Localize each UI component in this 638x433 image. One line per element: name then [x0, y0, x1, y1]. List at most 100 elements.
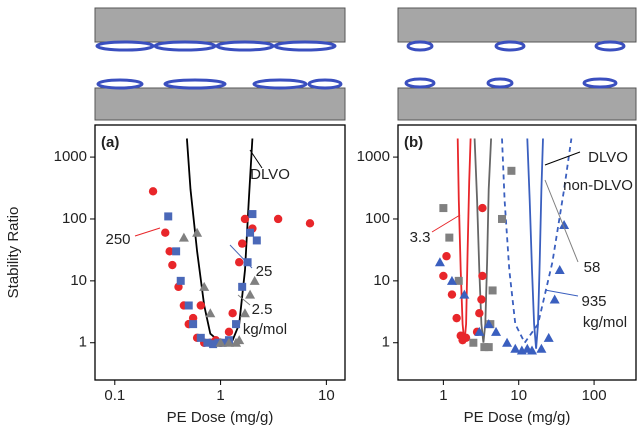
point	[215, 337, 226, 347]
annotation: kg/mol	[583, 314, 627, 331]
point	[554, 264, 565, 274]
y-tick-label: 1000	[357, 148, 390, 165]
y-tick-label: 1	[382, 334, 390, 351]
y-tick-label: 100	[62, 210, 87, 227]
point	[234, 335, 245, 345]
point	[480, 343, 489, 352]
point	[248, 210, 257, 219]
x-tick-label: 1	[216, 387, 224, 404]
point	[209, 340, 218, 349]
point	[240, 214, 250, 224]
point	[507, 166, 516, 175]
x-tick-label: 1	[439, 387, 447, 404]
point	[469, 338, 478, 347]
series-label: 250	[105, 231, 130, 248]
point	[452, 313, 461, 323]
y-tick-label: 10	[373, 272, 390, 289]
series-label: 3.3	[410, 229, 431, 246]
point	[246, 228, 255, 237]
illustration-a	[94, 7, 346, 121]
leader-line	[237, 294, 251, 306]
point	[168, 260, 177, 270]
y-tick-label: 1000	[54, 148, 87, 165]
plot-frame	[94, 124, 346, 381]
annotation: kg/mol	[243, 321, 287, 338]
point	[176, 276, 185, 285]
x-tick-label: 0.1	[104, 387, 125, 404]
point	[189, 320, 198, 329]
point	[454, 276, 463, 285]
point	[196, 333, 205, 342]
illustration-b	[397, 7, 637, 121]
point	[239, 308, 250, 318]
point	[502, 337, 513, 347]
plot-area	[148, 138, 315, 349]
plot-frame	[397, 124, 637, 381]
point	[252, 236, 261, 245]
series-label: 935	[581, 293, 606, 310]
x-tick-label: 10	[510, 387, 527, 404]
point	[273, 214, 283, 224]
point	[232, 320, 241, 329]
leader-line	[249, 149, 263, 169]
point	[478, 271, 487, 281]
point	[245, 289, 256, 299]
point	[475, 309, 484, 318]
point	[536, 343, 547, 353]
point	[442, 252, 451, 261]
leader-line	[544, 179, 579, 263]
curve	[473, 138, 492, 343]
point	[165, 247, 174, 256]
point	[164, 212, 173, 221]
point	[249, 275, 260, 285]
point	[526, 345, 537, 355]
point	[459, 289, 470, 299]
curve	[526, 138, 544, 349]
panel-label: (a)	[101, 134, 119, 151]
leader-line	[134, 227, 161, 237]
point	[439, 204, 448, 213]
plot-area	[434, 138, 573, 355]
y-tick-label: 1	[79, 334, 87, 351]
y-axis-title: Stability Ratio	[5, 207, 22, 299]
point	[491, 326, 502, 336]
point	[238, 282, 247, 291]
point	[447, 290, 457, 299]
point	[498, 214, 507, 223]
curve	[456, 138, 472, 343]
point	[228, 309, 237, 318]
point	[559, 219, 570, 229]
x-tick-label: 10	[318, 387, 335, 404]
curve	[501, 138, 573, 345]
point	[474, 326, 485, 336]
point	[434, 257, 445, 267]
point	[192, 227, 203, 237]
point	[445, 233, 454, 242]
point	[199, 281, 210, 291]
point	[148, 187, 158, 196]
point	[446, 275, 457, 285]
point	[172, 247, 181, 256]
series-label: 58	[584, 259, 601, 276]
point	[161, 228, 170, 237]
point	[510, 343, 521, 353]
point	[477, 295, 486, 304]
annotation: DLVO	[588, 149, 628, 166]
annotation: non-DLVO	[563, 177, 633, 194]
leader-line	[544, 151, 581, 166]
point	[235, 258, 244, 267]
point	[483, 319, 494, 329]
y-tick-label: 100	[365, 210, 390, 227]
y-tick-label: 10	[70, 272, 87, 289]
point	[223, 337, 234, 347]
x-axis-title: PE Dose (mg/g)	[167, 409, 274, 426]
point	[439, 271, 448, 281]
point	[184, 301, 193, 310]
point	[305, 219, 315, 228]
x-tick-label: 100	[582, 387, 607, 404]
leader-line	[544, 289, 579, 297]
annotation: DLVO	[250, 166, 290, 183]
leader-line	[229, 244, 253, 269]
point	[461, 333, 471, 343]
